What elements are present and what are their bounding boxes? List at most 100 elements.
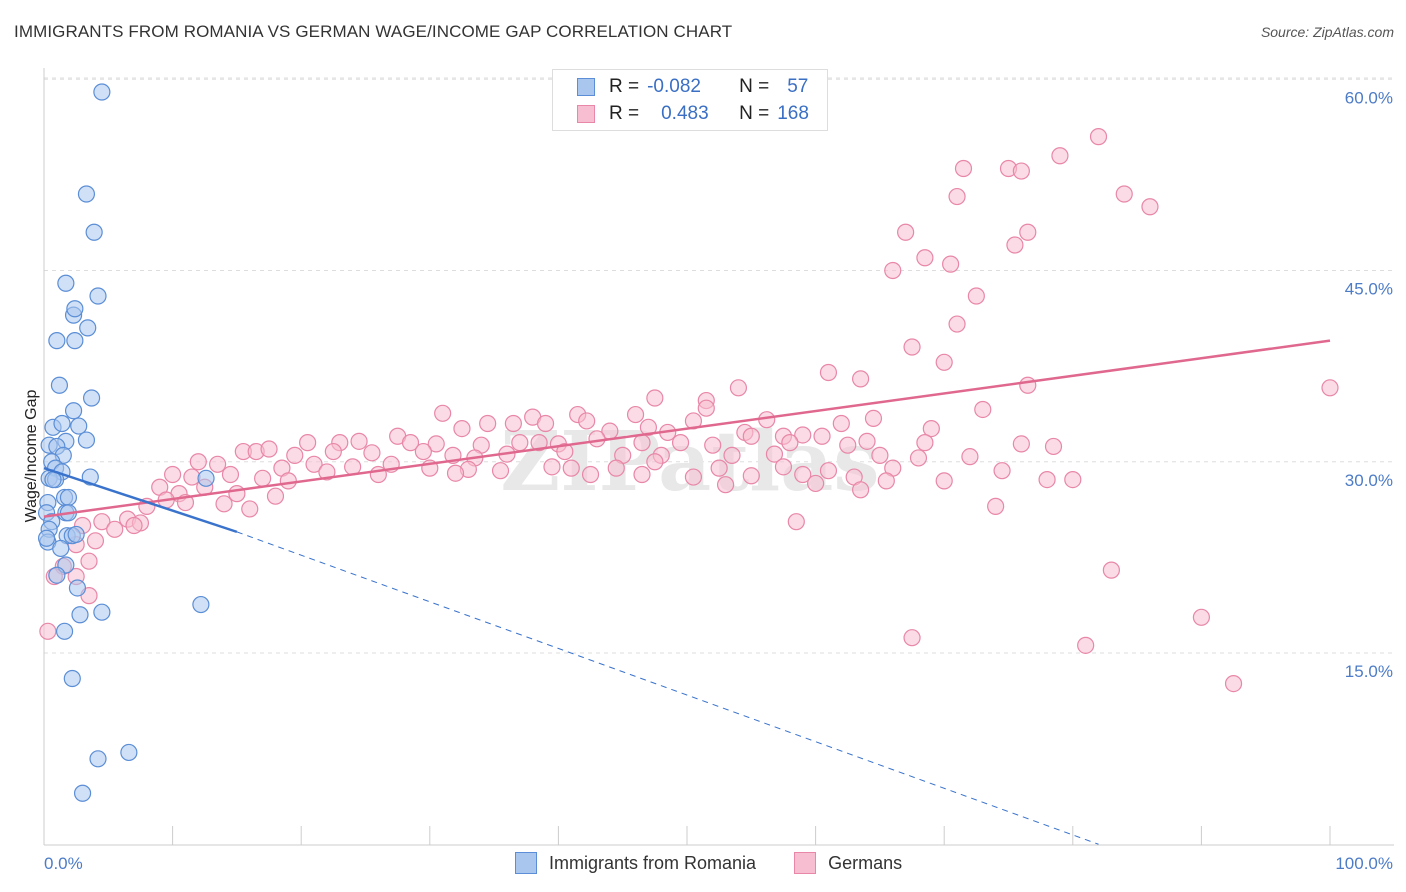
germans-point bbox=[254, 469, 272, 487]
n-value: 168 bbox=[777, 103, 809, 124]
romania-point bbox=[59, 488, 78, 507]
germans-point bbox=[716, 476, 735, 494]
germans-point bbox=[871, 446, 889, 464]
germans-point bbox=[1012, 162, 1030, 180]
germans-point bbox=[1141, 198, 1159, 216]
romania-point bbox=[52, 539, 70, 558]
germans-point bbox=[1044, 437, 1063, 456]
germans-point bbox=[1012, 435, 1030, 453]
legend-series: Immigrants from Romania Germans bbox=[515, 852, 940, 874]
germans-point bbox=[942, 255, 960, 273]
germans-point bbox=[864, 409, 883, 427]
romania-point bbox=[197, 469, 215, 487]
germans-point bbox=[974, 400, 992, 419]
germans-legend-swatch bbox=[794, 852, 817, 874]
germans-point bbox=[704, 436, 722, 454]
y-axis-title: Wage/Income Gap bbox=[23, 390, 40, 523]
germans-point bbox=[581, 465, 600, 484]
germans-point bbox=[164, 465, 182, 484]
germans-point bbox=[279, 472, 297, 490]
germans-point bbox=[903, 338, 921, 356]
germans-point bbox=[961, 448, 979, 466]
germans-point bbox=[839, 436, 857, 454]
germans-point bbox=[607, 459, 625, 477]
y-tick-label: 45.0% bbox=[1345, 280, 1393, 299]
romania-point bbox=[67, 525, 85, 544]
germans-point bbox=[1038, 471, 1056, 489]
germans-point bbox=[948, 315, 966, 333]
y-tick-label: 60.0% bbox=[1345, 88, 1393, 107]
romania-point bbox=[68, 579, 87, 597]
germans-point bbox=[479, 414, 497, 433]
germans-point bbox=[530, 434, 548, 452]
germans-point bbox=[794, 426, 812, 444]
x-tick-label: 100.0% bbox=[1335, 854, 1393, 873]
germans-point bbox=[286, 446, 304, 464]
germans-point bbox=[350, 432, 368, 450]
germans-point bbox=[299, 434, 317, 452]
legend-item-germans: Germans bbox=[794, 852, 902, 874]
germans-point bbox=[787, 513, 805, 531]
series-romania bbox=[37, 83, 215, 802]
romania-point bbox=[66, 332, 84, 350]
legend-stats: R = -0.082 N = 57 R = 0.483 N = 168 bbox=[552, 69, 828, 131]
germans-point bbox=[819, 462, 838, 480]
germans-point bbox=[86, 532, 105, 550]
legend-row-germans: R = 0.483 N = 168 bbox=[577, 102, 809, 126]
germans-point bbox=[453, 420, 471, 438]
germans-point bbox=[556, 442, 574, 461]
germans-point bbox=[723, 446, 741, 464]
romania-point bbox=[82, 389, 101, 407]
r-label: R = bbox=[609, 76, 640, 97]
y-tick-label: 30.0% bbox=[1345, 471, 1393, 490]
romania-trend-extension bbox=[236, 531, 1099, 845]
romania-point bbox=[79, 319, 97, 337]
legend-row-romania: R = -0.082 N = 57 bbox=[577, 75, 808, 99]
germans-point bbox=[916, 249, 934, 267]
romania-point bbox=[70, 417, 88, 435]
germans-point bbox=[935, 353, 953, 371]
germans-point bbox=[80, 552, 98, 570]
germans-point bbox=[209, 455, 227, 473]
romania-point bbox=[53, 414, 71, 433]
n-label: N = bbox=[739, 76, 770, 97]
germans-point bbox=[39, 622, 57, 640]
germans-point bbox=[987, 497, 1005, 515]
germans-point bbox=[697, 399, 715, 417]
romania-point bbox=[85, 223, 103, 241]
germans-point bbox=[363, 444, 381, 462]
germans-point bbox=[884, 261, 902, 280]
romania-point bbox=[93, 83, 111, 101]
romania-point bbox=[120, 743, 138, 762]
germans-point bbox=[446, 464, 465, 482]
romania-point bbox=[66, 300, 84, 318]
romania-point bbox=[37, 529, 56, 547]
romania-legend-swatch bbox=[515, 852, 537, 874]
germans-point bbox=[684, 468, 703, 486]
germans-point bbox=[93, 513, 111, 531]
germans-point bbox=[742, 427, 760, 445]
grid-lines bbox=[44, 77, 1394, 654]
germans-point bbox=[260, 440, 278, 458]
germans-point bbox=[1192, 608, 1211, 626]
tick-labels: 15.0% 30.0% 45.0% 60.0% 0.0% 100.0% bbox=[44, 88, 1393, 873]
romania-point bbox=[55, 622, 74, 640]
axes bbox=[43, 68, 1394, 846]
germans-point bbox=[125, 516, 143, 535]
germans-point bbox=[922, 420, 940, 438]
chart-source: Source: ZipAtlas.com bbox=[1260, 24, 1394, 40]
germans-point bbox=[588, 430, 606, 448]
germans-point bbox=[646, 389, 664, 407]
germans-point bbox=[536, 414, 555, 433]
romania-point bbox=[73, 784, 92, 802]
germans-point bbox=[562, 459, 580, 477]
x-tick-label: 0.0% bbox=[44, 854, 83, 873]
chart-title: IMMIGRANTS FROM ROMANIA VS GERMAN WAGE/I… bbox=[14, 22, 733, 41]
germans-point bbox=[993, 462, 1011, 480]
germans-point bbox=[781, 434, 799, 452]
germans-point bbox=[954, 159, 973, 178]
germans-point bbox=[671, 434, 690, 452]
germans-point bbox=[491, 462, 510, 480]
germans-point bbox=[935, 472, 953, 490]
